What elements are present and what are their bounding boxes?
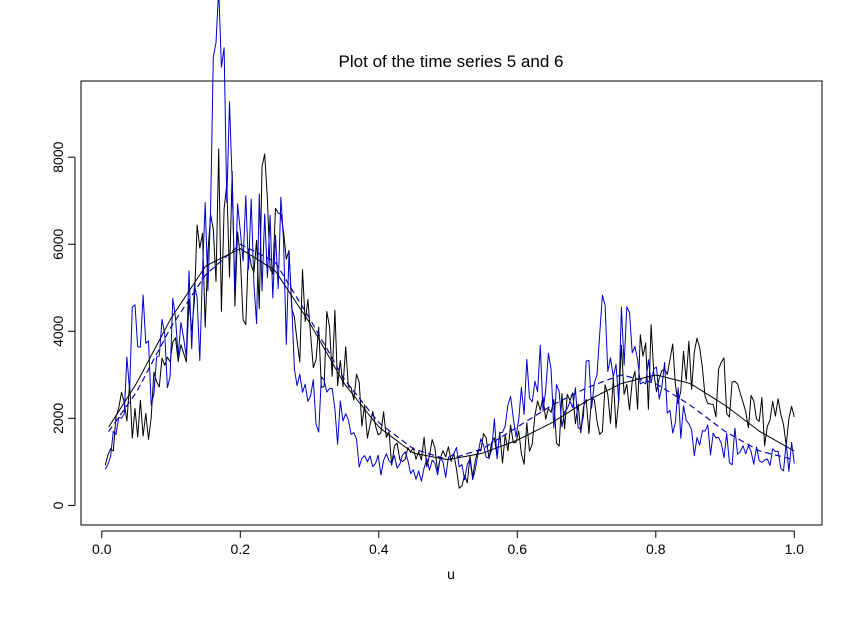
- x-axis: 0.0 0.2 0.4 0.6 0.8 1.0: [92, 530, 805, 557]
- y-axis: 0 2000 4000 6000 8000: [50, 141, 76, 509]
- x-tick-label: 0.4: [369, 541, 389, 557]
- x-tick-label: 0.2: [231, 541, 251, 557]
- series-layer: [104, 0, 795, 489]
- series-line-1: [104, 148, 795, 489]
- x-tick-label: 1.0: [785, 541, 805, 557]
- y-tick-label: 8000: [50, 141, 66, 172]
- y-tick-label: 0: [50, 501, 66, 509]
- x-tick-label: 0.6: [508, 541, 528, 557]
- y-tick-label: 4000: [50, 316, 66, 347]
- plot-frame: [80, 80, 823, 526]
- x-tick-label: 0.0: [92, 541, 112, 557]
- x-tick-label: 0.8: [646, 541, 666, 557]
- y-tick-label: 6000: [50, 228, 66, 259]
- x-axis-label: u: [447, 566, 455, 582]
- chart-title: Plot of the time series 5 and 6: [339, 52, 564, 71]
- series-line-2: [104, 0, 795, 482]
- series-line-5: [108, 248, 795, 461]
- y-tick-label: 2000: [50, 403, 66, 434]
